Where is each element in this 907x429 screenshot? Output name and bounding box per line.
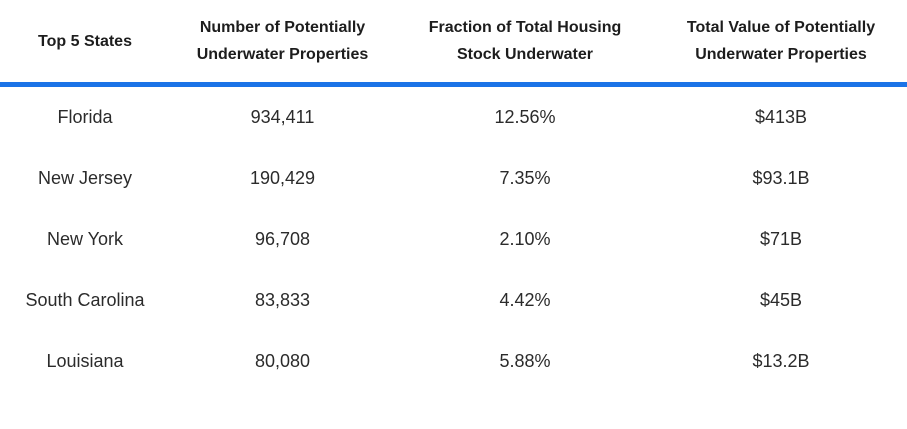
cell-count: 83,833 [254,290,311,310]
cell-fraction: 5.88% [499,351,551,371]
cell-count: 80,080 [254,351,311,371]
cell-count: 96,708 [254,229,311,249]
cell-value: $45B [759,290,803,310]
table-row: New Jersey 190,429 7.35% $93.1B [0,148,907,209]
cell-count: 190,429 [249,168,316,188]
column-header-value: Total Value of Potentially Underwater Pr… [686,19,876,63]
cell-state: Florida [57,107,113,127]
table-row: Louisiana 80,080 5.88% $13.2B [0,331,907,392]
table-header-row: Top 5 States Number of Potentially Under… [0,0,907,87]
cell-fraction: 7.35% [499,168,551,188]
column-header-fraction: Fraction of Total Housing Stock Underwat… [428,19,622,63]
cell-value: $413B [754,107,808,127]
cell-value: $93.1B [752,168,810,188]
table-row: South Carolina 83,833 4.42% $45B [0,270,907,331]
cell-value: $13.2B [752,351,810,371]
cell-state: New York [46,229,124,249]
column-header-count: Number of Potentially Underwater Propert… [196,19,369,63]
cell-fraction: 2.10% [499,229,551,249]
cell-fraction: 12.56% [494,107,556,127]
cell-value: $71B [759,229,803,249]
table-row: New York 96,708 2.10% $71B [0,209,907,270]
table-row: Florida 934,411 12.56% $413B [0,87,907,148]
cell-count: 934,411 [250,107,315,127]
cell-fraction: 4.42% [499,290,551,310]
cell-state: New Jersey [37,168,133,188]
column-header-states: Top 5 States [38,32,132,50]
cell-state: Louisiana [46,351,124,371]
cell-state: South Carolina [25,290,145,310]
